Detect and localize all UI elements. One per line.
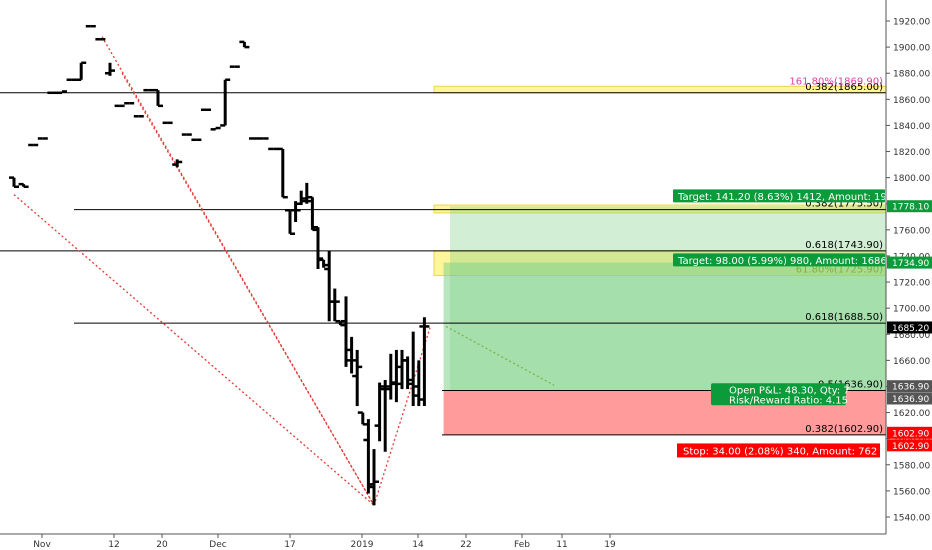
level-label: 0.618(1743.90) [805,240,883,251]
ohlc-bar [313,225,323,269]
level-label: 0.382(1602.90) [805,424,883,435]
trend-guides [13,36,555,506]
ohlc-bar [369,449,379,506]
target-label: Target: 98.00 (5.99%) 980, Amount: 1686 [677,256,887,267]
price-tag-box [887,426,932,439]
time-tick-label: 11 [556,540,567,550]
price-tag-box [887,200,932,213]
profit-zone-inner [443,262,886,391]
pnl-label-line2: Risk/Reward Ratio: 4.15 [729,395,848,406]
price-tag-box [887,439,932,452]
ohlc-bar [18,182,29,189]
price-tick-label: 1820.00 [893,148,930,158]
time-tick-label: 19 [604,540,616,550]
time-tick-label: Dec [209,540,226,550]
level-label: 0.382(1865.00) [805,82,883,93]
price-tick-label: 1720.00 [893,279,930,289]
price-tick-label: 1620.00 [893,409,930,419]
ohlc-bar [277,147,288,199]
price-tick-label: 1840.00 [893,122,930,132]
stop-label-box [677,443,880,458]
time-tick-label: 14 [412,540,424,550]
target-label-box [673,189,885,203]
guide-line [13,194,375,506]
price-tag: 1636.90 [892,395,929,405]
price-tag: 1602.90 [892,442,929,452]
price-tag-box [887,392,932,405]
price-tag: 1734.90 [892,259,929,269]
price-tag: 1685.20 [892,324,929,334]
ohlc-bar [239,40,250,49]
time-tick-label: 12 [108,540,119,550]
ohlc-bar [172,159,183,168]
pnl-label-box [711,383,846,406]
time-tick-label: 22 [460,540,471,550]
ohlc-bar [105,62,115,76]
time-tick-label: 20 [156,540,168,550]
price-tick-label: 1900.00 [893,44,930,54]
ohlc-bar [210,126,221,131]
price-tag-box [887,256,932,269]
price-tick-label: 1800.00 [893,174,930,184]
target-label-box [673,253,885,267]
level-lines: 0.382(1865.00) 0.618(1688.50) 0.618(1743.9… [0,76,886,436]
price-tag: 1602.90 [892,429,929,439]
stop-label: Stop: 34.00 (2.08%) 340, Amount: 762 [683,446,877,457]
ohlc-bar [9,176,19,189]
ohlc-bar [352,349,363,407]
price-tag: 1778.10 [892,203,929,213]
ohlc-bar [329,288,340,322]
annotation-labels: Target: 141.20 (8.63%) 1412, Amount: 198… [673,189,909,458]
time-tick-label: Feb [514,540,530,550]
time-tick-label: 2019 [351,540,374,550]
position-zones [433,85,887,435]
ohlc-bar [419,317,430,407]
price-tick-label: 1560.00 [893,487,930,497]
ohlc-bar [76,61,87,81]
ohlc-bars [9,24,430,506]
price-tag: 1636.90 [892,383,929,393]
price-tick-label: 1920.00 [893,18,930,28]
fib-label: 161.80%(1869.90) [789,76,883,87]
level-label: 0.382(1775.50) [805,199,883,210]
ohlc-bar [285,209,295,236]
target-label: Target: 141.20 (8.63%) 1412, Amount: 198… [677,192,909,203]
price-tick-label: 1660.00 [893,357,930,367]
ohlc-bar [57,90,67,95]
price-tick-label: 1540.00 [893,514,930,524]
time-tick-label: Nov [33,540,51,550]
ohlc-bar [153,88,163,108]
price-tick-label: 1680.00 [893,331,930,341]
price-tick-label: 1700.00 [893,305,930,315]
pnl-label-line1: Open P&L: 48.30, Qty: 7 [729,385,850,396]
ohlc-bar [220,78,231,127]
level-label: 0.5(1636.90) [818,380,883,391]
price-tick-label: 1580.00 [893,461,930,471]
time-tick-label: 17 [284,540,295,550]
ohlc-bar [290,201,301,223]
price-tick-label: 1880.00 [893,70,930,80]
price-tick-label: 1860.00 [893,96,930,106]
price-tag-box [887,321,932,334]
price-tag-box [887,380,932,393]
price-axis-bg [886,0,932,550]
fib-label: 61.80%(1725.90) [796,264,883,275]
price-tick-label: 1760.00 [893,226,930,236]
level-label: 0.618(1688.50) [805,312,883,323]
